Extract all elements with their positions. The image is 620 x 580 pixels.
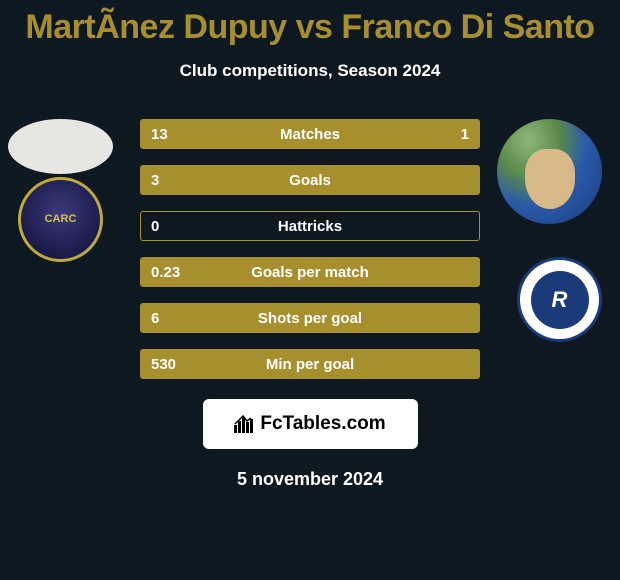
chart-icon [234, 415, 254, 433]
left-player-avatar [8, 119, 113, 174]
right-player-avatar [497, 119, 602, 224]
left-club-badge-text: CARC [45, 214, 77, 225]
stat-row: 0Hattricks [140, 211, 480, 241]
brand-box[interactable]: FcTables.com [203, 399, 418, 449]
stat-label: Shots per goal [141, 310, 479, 327]
right-club-badge: R [517, 257, 602, 342]
stat-label: Matches [141, 126, 479, 143]
stat-label: Goals per match [141, 264, 479, 281]
stat-bars: 131Matches 3Goals 0Hattricks 0.23Goals per … [140, 119, 480, 395]
stat-row: 131Matches [140, 119, 480, 149]
brand-name: FcTables.com [260, 413, 385, 435]
stat-row: 3Goals [140, 165, 480, 195]
date: 5 november 2024 [0, 469, 620, 490]
right-club-badge-ring-text [520, 260, 599, 339]
subtitle: Club competitions, Season 2024 [0, 61, 620, 81]
left-club-badge: CARC [18, 177, 103, 262]
stat-row: 0.23Goals per match [140, 257, 480, 287]
page-title: MartÃ­nez Dupuy vs Franco Di Santo [0, 0, 620, 47]
stat-row: 6Shots per goal [140, 303, 480, 333]
stat-label: Min per goal [141, 356, 479, 373]
comparison-area: CARC R 131Matches 3Goals 0Hattricks 0.23Goa… [0, 119, 620, 389]
stat-row: 530Min per goal [140, 349, 480, 379]
stat-label: Goals [141, 172, 479, 189]
stat-label: Hattricks [141, 218, 479, 235]
